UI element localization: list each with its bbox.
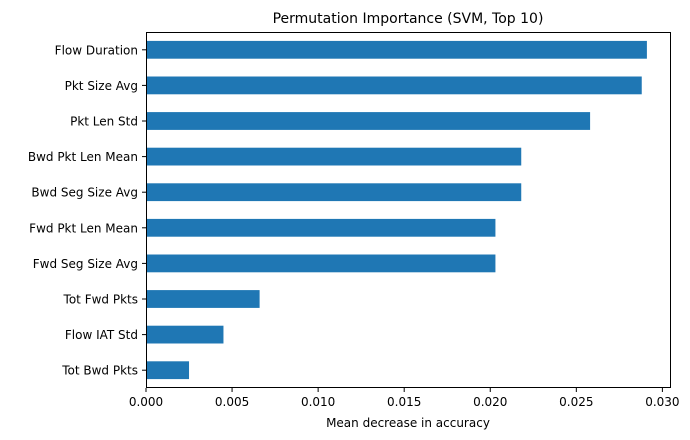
y-tick-label: Tot Bwd Pkts — [61, 364, 138, 378]
bar — [146, 40, 647, 59]
bar — [146, 112, 591, 130]
y-tick-label: Flow IAT Std — [65, 328, 138, 342]
y-tick-label: Fwd Pkt Len Mean — [29, 221, 138, 235]
x-tick-label: 0.000 — [129, 395, 163, 409]
y-tick-label: Pkt Len Std — [70, 115, 138, 129]
y-tick-label: Pkt Size Avg — [65, 79, 138, 93]
y-tick-label: Bwd Pkt Len Mean — [28, 150, 138, 164]
x-tick-label: 0.005 — [215, 395, 249, 409]
y-tick-label: Fwd Seg Size Avg — [33, 257, 138, 271]
bar — [146, 325, 224, 344]
chart-title: Permutation Importance (SVM, Top 10) — [273, 11, 544, 27]
x-tick-label: 0.010 — [301, 395, 335, 409]
x-axis-ticks: 0.000 0.005 0.010 0.015 0.020 0.025 0.030 — [129, 388, 680, 409]
x-axis-label: Mean decrease in accuracy — [326, 416, 490, 430]
bar — [146, 183, 522, 202]
x-tick-label: 0.030 — [645, 395, 679, 409]
bar — [146, 218, 496, 237]
x-tick-label: 0.025 — [559, 395, 593, 409]
bar — [146, 76, 642, 95]
y-tick-label: Flow Duration — [55, 43, 138, 57]
bar — [146, 361, 190, 380]
bar — [146, 290, 260, 308]
y-tick-label: Bwd Seg Size Avg — [31, 186, 138, 200]
bar — [146, 147, 522, 166]
x-tick-label: 0.015 — [387, 395, 421, 409]
bars-group — [146, 40, 647, 380]
bar — [146, 254, 496, 273]
y-axis-ticks: Flow Duration Pkt Size Avg Pkt Len Std Bwd … — [28, 43, 146, 378]
y-tick-label: Tot Fwd Pkts — [63, 293, 138, 307]
plot-frame — [146, 32, 671, 388]
x-tick-label: 0.020 — [473, 395, 507, 409]
